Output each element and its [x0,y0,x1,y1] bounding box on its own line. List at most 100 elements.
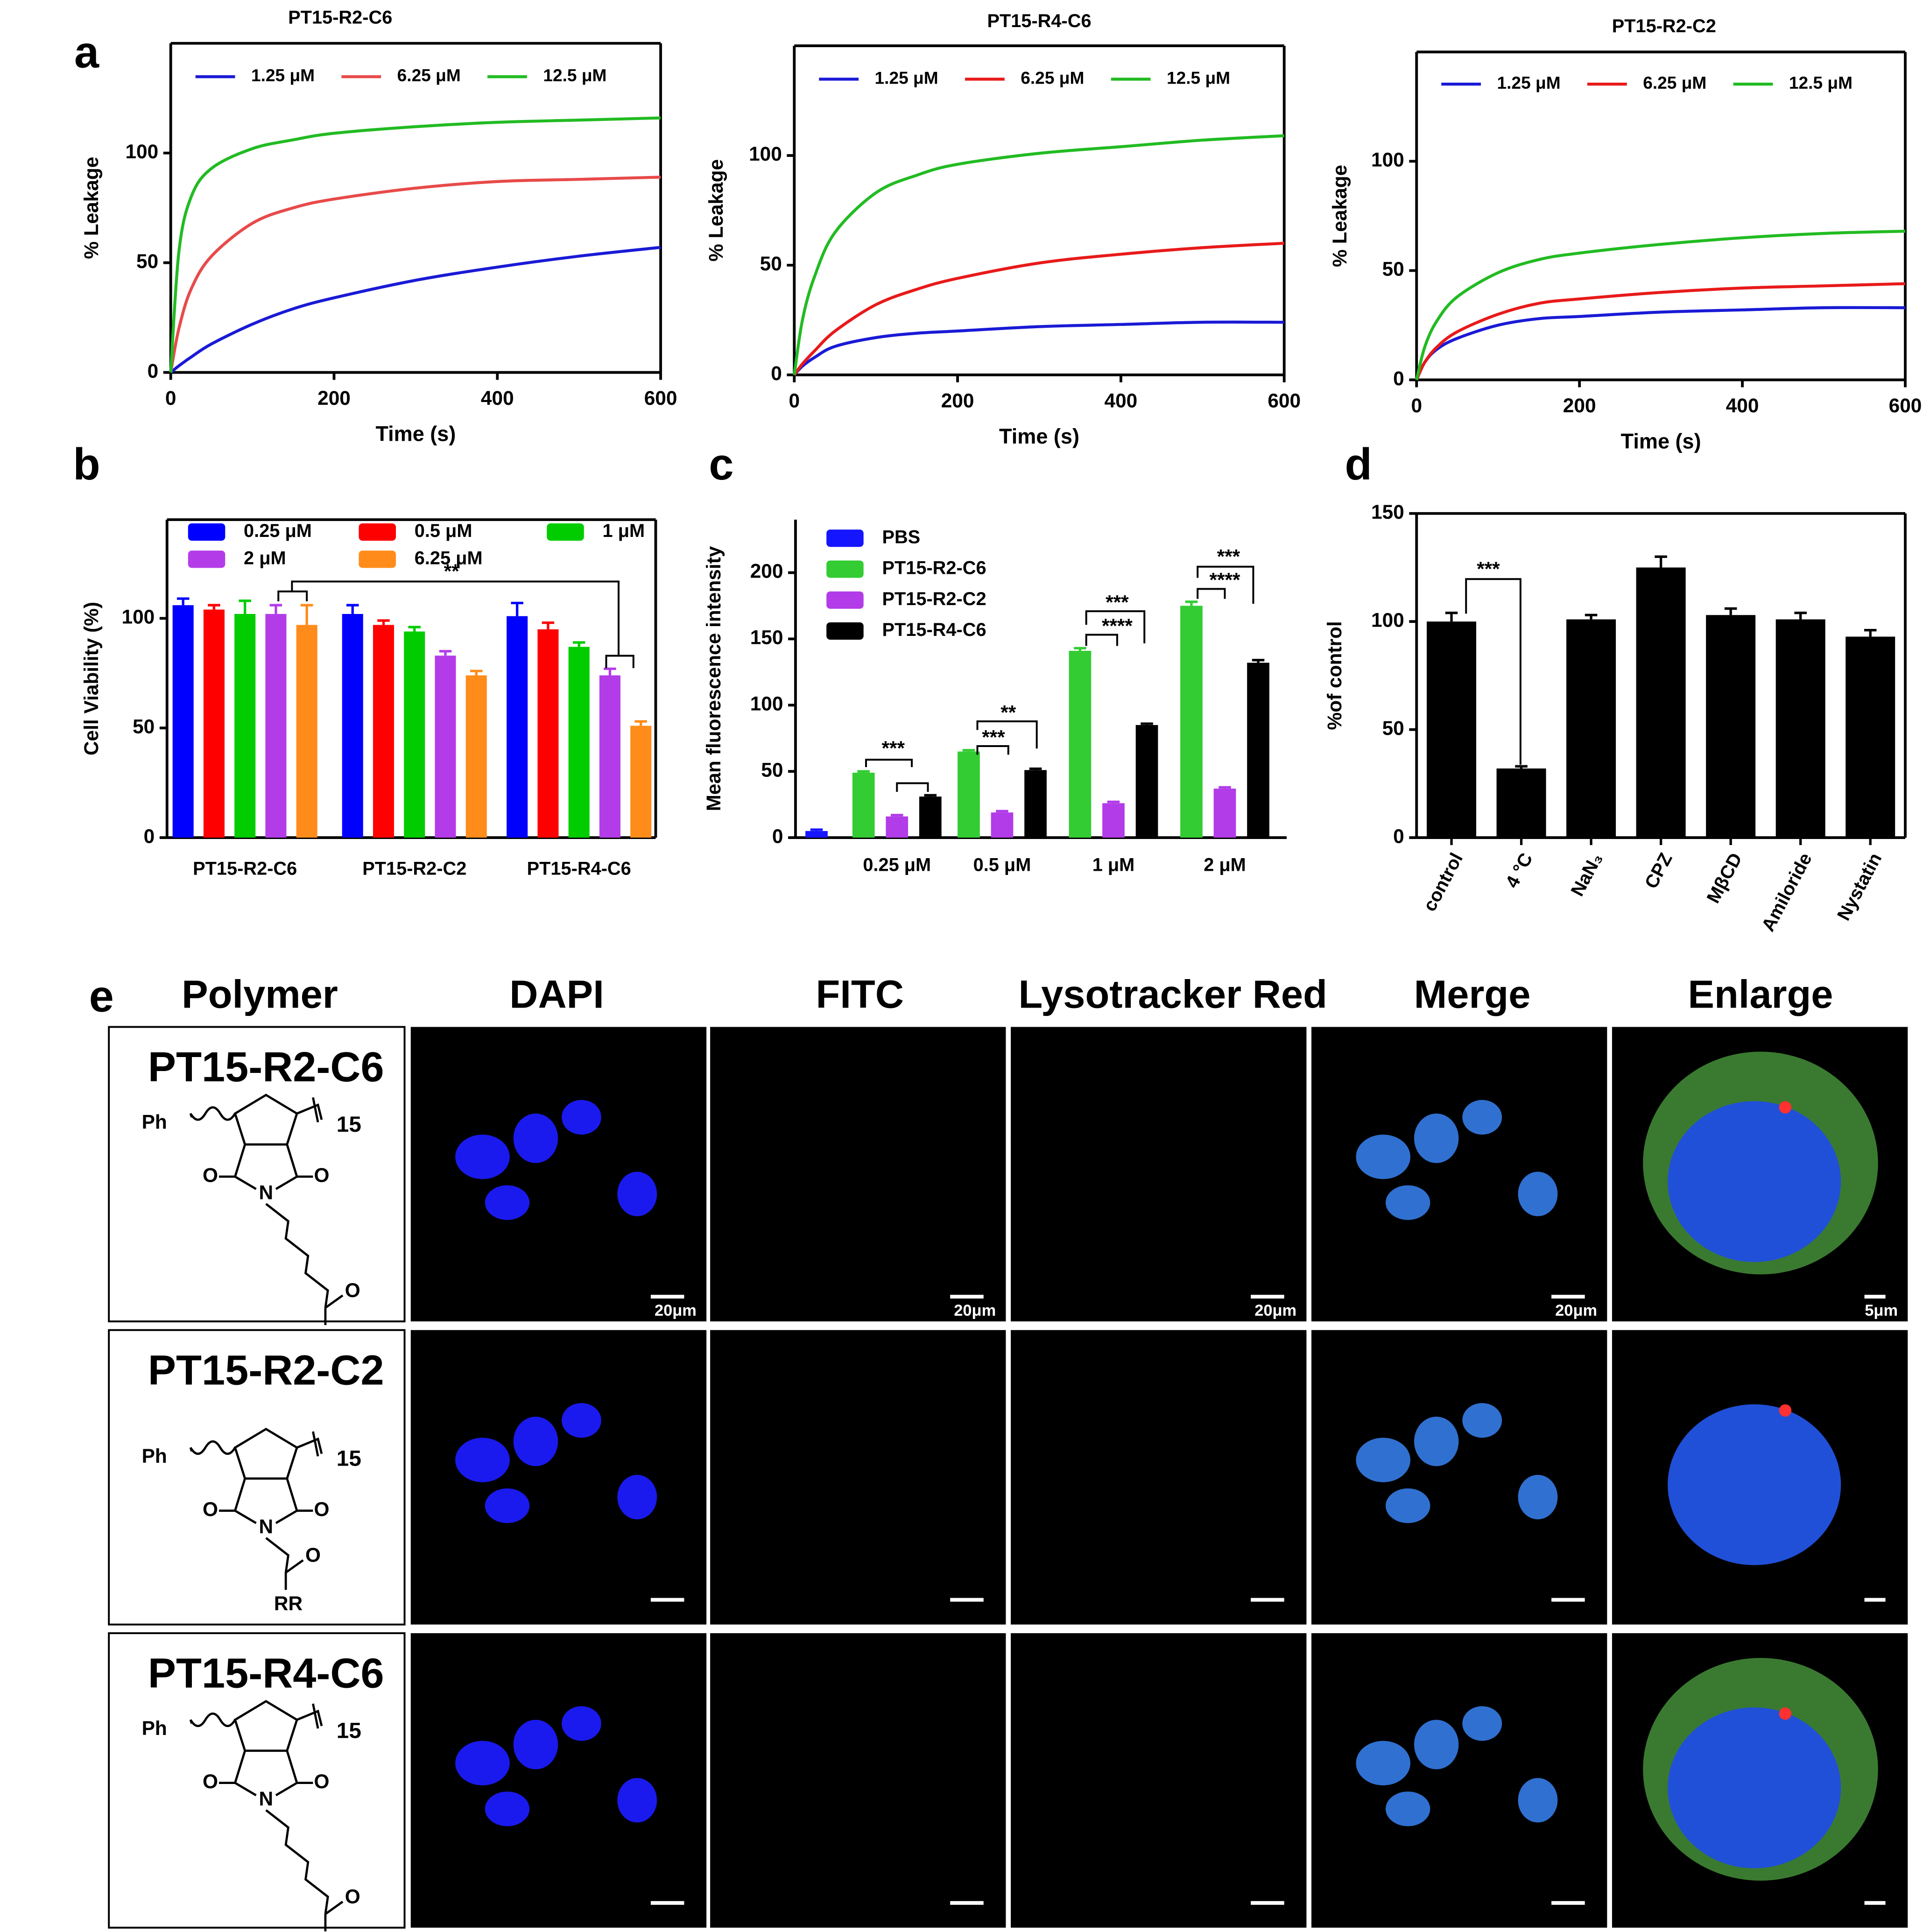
legend-swatch [359,550,396,568]
scale-bar-label: 5μm [1865,1302,1898,1319]
panel-label: c [709,440,733,489]
legend-swatch [188,523,225,541]
micrograph [410,1633,707,1928]
bar [599,675,620,838]
nucleus [1356,1135,1410,1179]
bar [507,616,528,838]
nucleus [485,1488,530,1523]
column-header: DAPI [509,972,604,1016]
nucleus [617,1778,657,1823]
nucleus [1356,1438,1410,1482]
structure-label: 15 [337,1446,361,1471]
micrograph [1311,1633,1607,1928]
x-tick-label: PT15-R2-C6 [193,858,297,879]
y-tick-label: 50 [760,253,782,275]
bond [189,1427,323,1524]
legend-label: 12.5 μM [543,65,606,85]
scale-bar-label: 20μm [1555,1302,1597,1319]
panel-label: d [1345,440,1372,489]
panel-label: b [73,440,100,489]
bond [284,1559,304,1590]
micrograph [1011,1330,1307,1625]
structure-label: O [345,1885,360,1907]
bar [1636,567,1686,838]
x-tick-label: PT15-R2-C2 [362,858,466,879]
y-tick-label: 50 [1382,258,1404,280]
panel-label: a [74,28,99,77]
bar [1069,650,1092,838]
y-axis-label: % Leakage [80,157,102,259]
structure-label: O [203,1164,218,1186]
panel-label: e [89,972,114,1021]
bar [1180,606,1203,838]
line-series [1415,306,1906,381]
bar [1566,619,1616,838]
chart-title: PT15-R2-C2 [1612,16,1716,36]
significance-label: ** [1000,701,1016,723]
x-tick-label: 600 [644,387,677,409]
bar [172,605,194,838]
bar [465,675,487,838]
chart-title: PT15-R4-C6 [987,11,1091,31]
bar [435,656,456,838]
x-tick-label: 200 [317,387,351,409]
bond [265,1809,329,1914]
x-axis-label: Time (s) [999,424,1079,448]
nucleus [1668,1707,1841,1869]
structure-label: O [345,1279,360,1301]
polymer-name: PT15-R4-C6 [148,1650,384,1697]
scale-bar-label: 20μm [1254,1302,1296,1319]
structure-label: N [259,1788,273,1810]
bar [265,613,287,838]
significance-label: *** [1106,591,1129,613]
puncta [1779,1101,1792,1114]
structure-label: O [305,1544,321,1566]
structure-label: N [259,1181,273,1203]
significance-bracket [865,759,929,792]
nucleus [617,1171,657,1216]
y-tick-label: 50 [1382,717,1404,739]
nucleus [562,1706,601,1741]
bond [189,1699,323,1797]
column-header: Polymer [182,972,338,1016]
y-axis-label: Mean fluorescence intensity [703,546,725,811]
polymer-name: PT15-R2-C6 [148,1044,384,1091]
nucleus [1518,1778,1558,1823]
micrograph [710,1633,1006,1928]
nucleus [1462,1100,1502,1135]
bar [1706,615,1756,838]
micrograph [1311,1027,1607,1322]
bar [991,812,1014,838]
x-axis-label: Time (s) [1621,430,1701,453]
polymer-box [108,1026,406,1323]
y-tick-label: 100 [122,606,155,628]
bar [1247,663,1269,838]
structure-label: 15 [337,1112,361,1137]
polymer-box [108,1329,406,1626]
bar [852,773,875,838]
bar [1775,619,1825,838]
significance-label: ** [444,560,459,582]
legend-label: 1 μM [603,521,645,541]
significance-bracket [1197,565,1254,604]
legend-label: PT15-R2-C6 [882,558,986,578]
nucleus [1414,1114,1459,1163]
structure-label: O [314,1498,330,1520]
nucleus [1386,1488,1430,1523]
nucleus [455,1741,510,1785]
nucleus [1518,1171,1558,1216]
y-tick-label: 50 [136,250,158,272]
x-tick-label: 600 [1889,395,1922,416]
y-tick-label: 0 [1393,367,1404,389]
scale-bar-label: 20μm [655,1302,697,1319]
micrograph [1011,1633,1307,1928]
legend-label: 1.25 μM [875,68,938,87]
nucleus [513,1720,558,1770]
bar [1213,789,1236,838]
legend-label: PT15-R2-C2 [882,589,986,609]
legend-label: 0.5 μM [415,521,472,541]
nucleus [455,1438,510,1482]
significance-bracket [1085,634,1118,646]
significance-bracket [1465,578,1521,765]
